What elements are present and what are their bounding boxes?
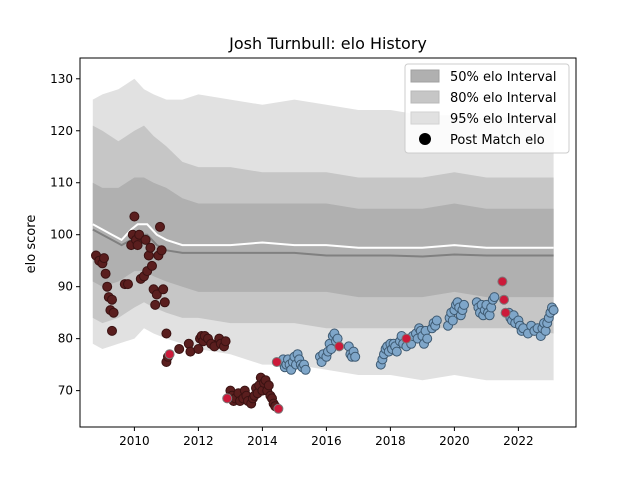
data-point-s0-9 [107,294,117,305]
data-point-s0-12 [123,279,133,290]
y-tick-label-100: 100 [50,228,73,242]
median-line-1 [92,223,554,249]
data-point-s1-84 [489,292,500,303]
x-axis-ticks: 2010 2012 2014 2016 2018 2020 2022 [119,427,534,448]
data-point-s0-3 [99,253,109,264]
interval-bands [92,78,554,381]
legend-box [404,63,570,154]
legend-label-post-match: Post Match elo [450,133,545,148]
y-tick-label-130: 130 [50,72,73,86]
y-tick-label-90: 90 [58,280,73,294]
x-tick-label-2022: 2022 [503,434,534,448]
data-point-s2-3 [273,403,284,414]
x-tick-label-2012: 2012 [183,434,214,448]
data-point-s0-21 [140,234,151,245]
data-point-s0-10 [108,307,119,318]
legend-label-95: 95% elo Interval [450,112,557,127]
data-point-s0-28 [151,289,162,300]
y-axis-label: elo score [24,215,39,274]
data-point-s0-5 [102,281,113,292]
data-point-s0-25 [147,260,157,271]
legend-swatch-50 [410,69,440,83]
x-tick-label-2018: 2018 [375,434,406,448]
y-tick-label-80: 80 [58,332,73,346]
y-tick-label-110: 110 [50,176,73,190]
data-point-s0-17 [132,240,143,251]
data-point-s0-33 [159,297,170,308]
y-axis-ticks: 70 80 90 100 110 120 130 [50,72,80,398]
data-point-s0-31 [156,245,167,256]
data-point-s2-7 [499,294,509,305]
data-point-s1-72 [459,299,469,310]
data-point-s0-30 [155,221,165,232]
data-point-s0-40 [193,344,204,354]
median-lines [92,223,554,258]
median-line-0 [92,228,554,258]
data-point-s1-42 [391,346,402,357]
data-point-s0-24 [145,242,156,253]
legend: 50% elo Interval 80% elo Interval 95% el… [404,63,570,154]
data-point-s0-34 [161,328,172,339]
x-tick-label-2010: 2010 [119,434,150,448]
x-tick-label-2020: 2020 [439,434,470,448]
data-point-s0-37 [174,344,185,354]
data-point-s1-57 [422,333,433,344]
data-point-s1-31 [350,351,361,362]
data-point-s1-65 [447,315,458,326]
data-point-s1-106 [548,305,559,316]
data-point-s2-2 [271,357,282,367]
data-point-s0-27 [150,299,161,310]
data-point-s2-5 [401,333,412,344]
legend-label-80: 80% elo Interval [450,91,557,106]
data-point-s2-6 [497,276,508,287]
data-point-s1-15 [300,364,311,375]
data-point-s0-73 [263,380,274,391]
data-point-s2-0 [164,349,175,360]
legend-swatch-95 [410,111,440,125]
data-point-s0-8 [107,325,117,336]
x-tick-label-2016: 2016 [311,434,342,448]
data-point-s0-32 [158,284,169,295]
legend-label-50: 50% elo Interval [450,70,557,85]
post-match-points [91,211,559,414]
data-point-s2-8 [500,307,511,318]
data-point-s0-4 [100,268,111,279]
data-point-s1-61 [431,315,442,326]
y-tick-label-70: 70 [58,384,73,398]
data-point-s0-15 [129,211,140,222]
chart-title: Josh Turnbull: elo History [228,34,427,53]
data-point-s0-51 [220,336,231,347]
legend-swatch-80 [410,90,440,104]
data-point-s2-1 [222,393,233,404]
y-tick-label-120: 120 [50,124,73,138]
data-point-s0-18 [134,229,145,240]
x-tick-label-2014: 2014 [247,434,278,448]
band-50 [92,177,554,298]
legend-marker-post-match [419,133,431,145]
plot-area-frame [79,57,577,428]
data-point-s2-4 [334,341,345,352]
